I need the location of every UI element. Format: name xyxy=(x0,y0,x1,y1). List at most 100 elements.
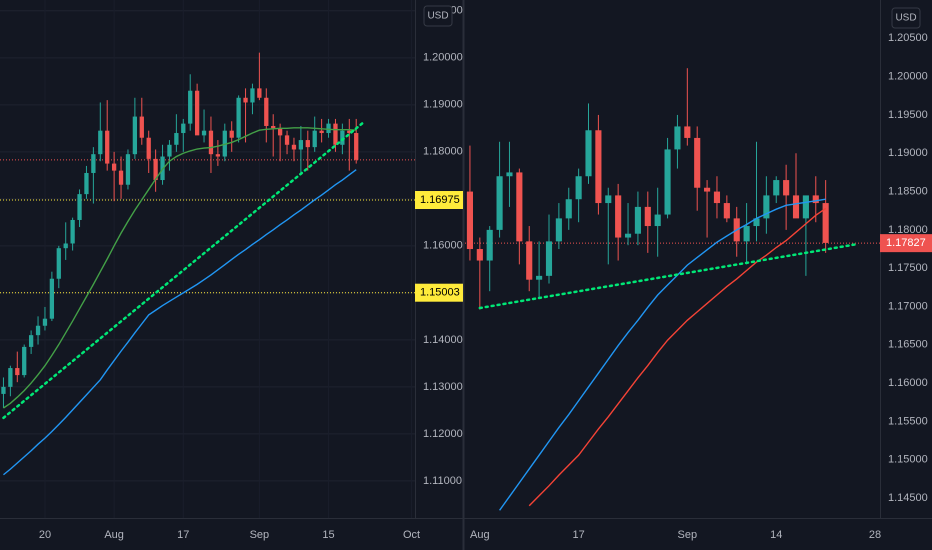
y-tick-label: 1.16500 xyxy=(888,339,928,351)
candle-body xyxy=(536,275,543,280)
y-tick-label: 1.20500 xyxy=(888,32,928,44)
candle-body xyxy=(194,90,200,136)
candle-body xyxy=(201,130,207,136)
candle-body xyxy=(8,368,13,387)
x-tick-label: 28 xyxy=(869,529,881,541)
candle-body xyxy=(236,97,241,138)
candle-body xyxy=(466,191,474,250)
candle-body xyxy=(63,243,68,249)
candle-body xyxy=(42,318,48,326)
candle-body xyxy=(312,130,317,148)
candle-body xyxy=(84,172,89,195)
candle-body xyxy=(605,195,612,204)
candle-body xyxy=(506,172,513,177)
candle-body xyxy=(139,116,144,138)
y-tick-label: 1.19000 xyxy=(423,99,463,111)
currency-label: USD xyxy=(427,11,448,22)
candle-body xyxy=(516,172,523,242)
y-tick-label: 1.17000 xyxy=(888,300,928,312)
moving-average-line xyxy=(499,198,826,511)
candle-body xyxy=(277,128,283,136)
candle-body xyxy=(326,123,331,134)
candle-body xyxy=(496,176,503,230)
candle-body xyxy=(208,130,214,155)
candle-body xyxy=(565,199,572,219)
x-tick-label: 15 xyxy=(322,529,334,541)
y-tick-label: 1.15000 xyxy=(888,454,928,466)
candle-body xyxy=(167,144,172,157)
candle-body xyxy=(298,140,304,150)
candle-body xyxy=(125,154,131,185)
x-tick-label: 17 xyxy=(177,529,189,541)
candle-body xyxy=(77,194,82,220)
x-tick-label: Aug xyxy=(470,529,490,541)
candle-body xyxy=(674,126,681,150)
candle-body xyxy=(98,130,103,155)
candle-body xyxy=(340,130,345,145)
candle-body xyxy=(305,140,310,148)
candle-body xyxy=(243,97,248,103)
x-tick-label: 17 xyxy=(573,529,585,541)
y-tick-label: 1.18000 xyxy=(888,224,928,236)
candle-body xyxy=(146,137,151,159)
candle-body xyxy=(723,203,730,219)
candle-body xyxy=(215,154,221,157)
candle-body xyxy=(644,206,651,227)
y-tick-label: 1.16000 xyxy=(888,377,928,389)
y-tick-label: 1.18500 xyxy=(888,185,928,197)
level-label: 1.16975 xyxy=(420,194,460,206)
candle-body xyxy=(802,195,809,219)
candle-body xyxy=(56,248,61,279)
candle-body xyxy=(654,214,661,227)
candle-body xyxy=(476,249,483,261)
candle-body xyxy=(753,218,760,227)
candle-body xyxy=(111,163,117,171)
level-label: 1.15003 xyxy=(420,287,460,299)
candle-body xyxy=(634,206,641,234)
y-tick-label: 1.17500 xyxy=(888,262,928,274)
candle-body xyxy=(264,97,269,126)
candle-body xyxy=(615,195,622,238)
candle-body xyxy=(773,180,780,196)
candle-body xyxy=(333,123,338,145)
candle-body xyxy=(105,130,110,164)
x-tick-label: 14 xyxy=(770,529,782,541)
candle-body xyxy=(250,88,255,103)
moving-average-line xyxy=(478,243,857,310)
moving-average-line xyxy=(528,207,827,507)
candle-body xyxy=(132,116,138,155)
candle-body xyxy=(704,187,711,192)
candle-body xyxy=(763,195,770,219)
candle-body xyxy=(22,346,27,376)
candle-body xyxy=(347,130,352,134)
candle-body xyxy=(153,158,158,181)
y-tick-label: 1.20000 xyxy=(888,71,928,83)
candle-body xyxy=(188,90,193,124)
currency-box xyxy=(891,7,921,29)
candle-body xyxy=(743,226,750,242)
y-tick-label: 1.15500 xyxy=(888,415,928,427)
y-tick-label: 1.12000 xyxy=(423,428,463,440)
x-tick-label: Oct xyxy=(403,529,420,541)
x-tick-label: Aug xyxy=(104,529,124,541)
candle-body xyxy=(257,88,262,98)
candle-body xyxy=(555,218,562,242)
last-price-label: 1.17827 xyxy=(886,237,926,249)
candle-body xyxy=(792,195,800,219)
candle-body xyxy=(319,130,324,134)
moving-average-line xyxy=(2,121,365,420)
candle-body xyxy=(713,191,721,204)
level-label-box xyxy=(415,283,463,302)
candle-body xyxy=(1,386,6,394)
moving-average-line xyxy=(3,169,357,476)
x-tick-label: Sep xyxy=(678,529,698,541)
y-tick-label: 1.14000 xyxy=(423,334,463,346)
candle-body xyxy=(783,180,790,196)
y-tick-label: 1.14500 xyxy=(888,492,928,504)
candle-body xyxy=(694,137,701,188)
currency-label: USD xyxy=(895,13,916,24)
candle-body xyxy=(526,241,533,280)
candle-body xyxy=(174,133,179,145)
